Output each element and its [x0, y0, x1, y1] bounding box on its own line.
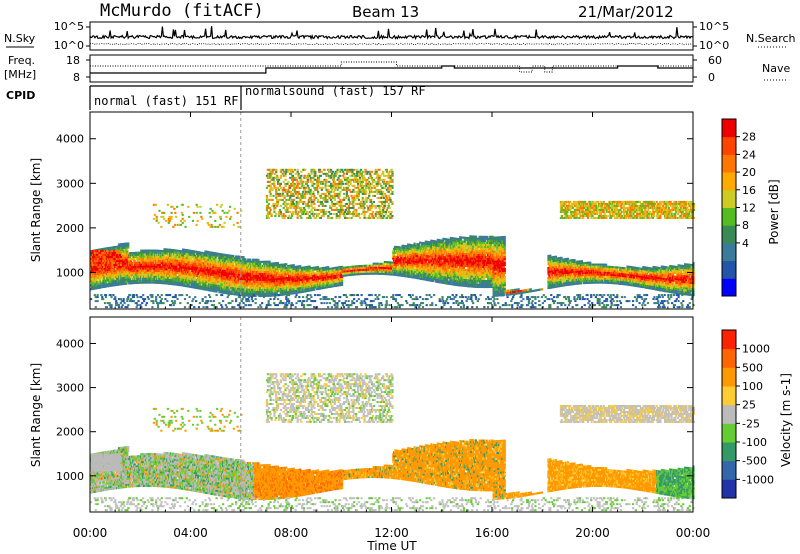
- freq-tick-top: 18: [66, 54, 80, 67]
- power-cell: [129, 256, 131, 258]
- power-cell: [127, 246, 129, 248]
- power-cell: [131, 264, 133, 266]
- nave-tick-bottom: 0: [708, 71, 715, 84]
- beam-title: Beam 13: [352, 3, 419, 21]
- cpid-segment-2: normalsound (fast) 157 RF: [245, 84, 426, 98]
- power-cell: [152, 262, 154, 264]
- power-cell: [99, 279, 101, 281]
- power-cell: [126, 249, 128, 251]
- nsearch-tick-bottom: 10^0: [699, 39, 729, 52]
- power-cell: [163, 254, 165, 256]
- nsearch-tick-top: 10^5: [699, 20, 729, 33]
- power-cell: [133, 258, 135, 260]
- power-cell: [170, 253, 172, 255]
- freq-label: Freq.: [8, 54, 35, 67]
- cpid-label: CPID: [6, 89, 35, 102]
- power-cell: [129, 278, 131, 280]
- power-cell: [134, 260, 136, 262]
- nsky-tick-top: 10^5: [54, 20, 84, 33]
- freq-tick-bottom: 8: [73, 71, 80, 84]
- power-cell: [130, 276, 132, 278]
- nsky-label: N.Sky: [4, 32, 36, 45]
- radar-summary-plot: McMurdo (fitACF) Beam 13 21/Mar/2012 10^…: [0, 0, 800, 554]
- freq-panel: 18 8 60 0 Freq. [MHz] Nave: [4, 54, 790, 84]
- power-cell: [127, 244, 129, 246]
- plot-canvas: McMurdo (fitACF) Beam 13 21/Mar/2012 10^…: [0, 0, 800, 554]
- nsky-panel: 10^5 10^0 10^5 10^0 N.Sky N.Search: [4, 20, 796, 52]
- power-cell: [159, 264, 161, 266]
- nsearch-label: N.Search: [746, 32, 796, 45]
- power-cell: [113, 268, 115, 270]
- power-cell: [176, 266, 178, 268]
- cpid-strip: CPID normal (fast) 151 RF normalsound (f…: [6, 84, 693, 110]
- nsky-series: [90, 26, 693, 38]
- cpid-segment-1: normal (fast) 151 RF: [94, 94, 239, 108]
- power-cell: [175, 274, 177, 276]
- freq-series: [90, 66, 693, 73]
- nave-label: Nave: [762, 62, 790, 75]
- nsearch-series: [90, 43, 693, 44]
- nave-tick-top: 60: [708, 54, 722, 67]
- power-heatmap: [90, 112, 695, 309]
- power-cell: [125, 283, 127, 285]
- nsky-tick-bottom: 10^0: [54, 39, 84, 52]
- power-cell: [126, 251, 128, 253]
- power-cell: [130, 260, 132, 262]
- power-cell: [127, 242, 129, 244]
- station-title: McMurdo (fitACF): [100, 1, 264, 21]
- nave-series: [90, 62, 693, 72]
- date-title: 21/Mar/2012: [578, 3, 674, 21]
- freq-unit-label: [MHz]: [4, 68, 36, 81]
